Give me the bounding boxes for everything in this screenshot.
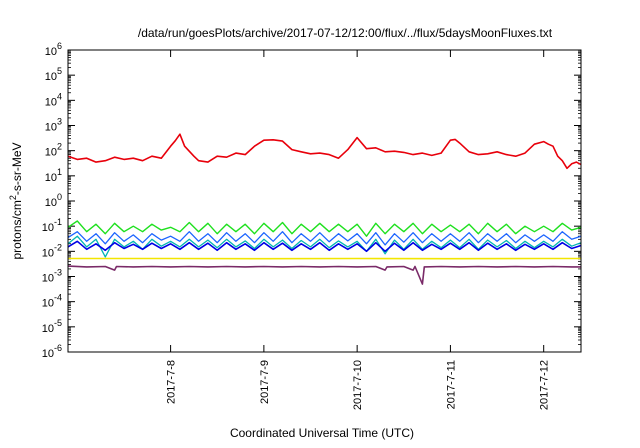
y-tick-exponent: 5: [57, 66, 62, 76]
y-tick-exponent: -2: [54, 242, 62, 252]
y-tick-exponent: 3: [57, 117, 62, 127]
y-tick-base: 10: [45, 172, 57, 184]
series-line-4: [67, 240, 582, 253]
y-tick-base: 10: [42, 222, 54, 234]
y-tick-base: 10: [42, 323, 54, 335]
series-line-2: [67, 220, 582, 237]
y-tick-exponent: -1: [54, 217, 62, 227]
x-axis-ticks: 2017-7-8 2017-7-9 2017-7-10 2017-7-11 2017-7…: [166, 50, 551, 410]
chart-title: /data/run/goesPlots/archive/2017-07-12/1…: [138, 26, 553, 40]
y-tick-label: 10-4: [42, 293, 62, 310]
y-tick-exponent: 1: [57, 167, 62, 177]
y-title-base: protons/cm: [10, 200, 24, 259]
series-layer: [67, 133, 582, 285]
y-tick-exponent: -5: [54, 318, 62, 328]
y-tick-base: 10: [45, 96, 57, 108]
y-tick-label: 104: [45, 91, 62, 108]
y-tick-exponent: -3: [54, 268, 62, 278]
y-tick-label: 10-6: [42, 343, 62, 360]
y-tick-exponent: 6: [57, 41, 62, 51]
y-tick-exponent: 0: [57, 192, 62, 202]
y-tick-label: 10-2: [42, 242, 62, 259]
x-tick-label: 2017-7-12: [539, 360, 551, 410]
y-tick-label: 10-3: [42, 268, 62, 285]
series-line-3: [67, 235, 582, 258]
y-axis-title: protons/cm2-s-sr-MeV: [8, 142, 24, 259]
y-tick-base: 10: [42, 247, 54, 259]
y-title-sup: 2: [8, 195, 18, 200]
y-tick-label: 10-1: [42, 217, 62, 234]
y-tick-label: 100: [45, 192, 62, 209]
y-tick-label: 10-5: [42, 318, 62, 335]
y-tick-exponent: 2: [57, 142, 62, 152]
y-axis-ticks: 10610510410310210110010-110-210-310-410-…: [42, 41, 581, 360]
y-title-rest: -s-sr-MeV: [10, 142, 24, 195]
y-tick-base: 10: [42, 273, 54, 285]
y-tick-base: 10: [45, 147, 57, 159]
y-tick-label: 101: [45, 167, 62, 184]
x-tick-label: 2017-7-8: [166, 360, 178, 404]
y-tick-base: 10: [45, 197, 57, 209]
y-tick-label: 106: [45, 41, 62, 58]
y-tick-base: 10: [45, 71, 57, 83]
y-tick-base: 10: [45, 46, 57, 58]
y-tick-exponent: -6: [54, 343, 62, 353]
y-tick-label: 103: [45, 117, 62, 134]
y-tick-exponent: 4: [57, 91, 62, 101]
y-tick-label: 102: [45, 142, 62, 159]
series-line-5: [67, 231, 582, 246]
x-axis-title: Coordinated Universal Time (UTC): [230, 426, 414, 440]
y-tick-exponent: -4: [54, 293, 62, 303]
y-tick-label: 105: [45, 66, 62, 83]
series-line-1: [67, 133, 582, 170]
x-tick-label: 2017-7-10: [352, 360, 364, 410]
y-tick-base: 10: [42, 348, 54, 360]
plot-frame: [67, 49, 582, 353]
x-tick-label: 2017-7-11: [445, 360, 457, 409]
y-tick-base: 10: [45, 122, 57, 134]
x-tick-label: 2017-7-9: [259, 360, 271, 404]
y-tick-base: 10: [42, 298, 54, 310]
series-line-7: [67, 265, 581, 285]
